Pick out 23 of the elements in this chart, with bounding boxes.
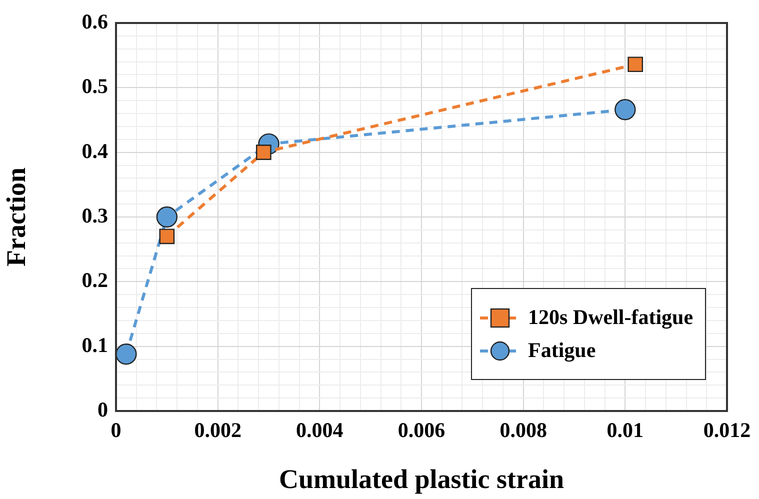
x-tick-label: 0.006 bbox=[398, 418, 446, 442]
legend-label: 120s Dwell-fatigue bbox=[528, 305, 694, 330]
point bbox=[614, 99, 636, 120]
point bbox=[256, 144, 272, 160]
point bbox=[159, 228, 175, 244]
x-axis-title: Cumulated plastic strain bbox=[278, 464, 564, 494]
point bbox=[156, 206, 178, 228]
y-tick-label: 0.1 bbox=[82, 332, 108, 357]
y-tick-label: 0 bbox=[98, 397, 108, 422]
y-tick-label: 0.5 bbox=[82, 74, 108, 98]
legend-label: Fatigue bbox=[528, 338, 596, 363]
point bbox=[116, 343, 137, 365]
y-axis-title: Fraction bbox=[1, 168, 32, 266]
y-tick-label: 0.3 bbox=[82, 203, 108, 228]
y-tick-label: 0.2 bbox=[82, 268, 108, 292]
x-tick-label: 0.004 bbox=[296, 418, 344, 442]
x-tick-label: 0.01 bbox=[606, 418, 644, 442]
x-tick-label: 0.012 bbox=[703, 418, 751, 442]
point bbox=[628, 56, 644, 72]
y-tick-label: 0.4 bbox=[82, 138, 108, 163]
x-tick-label: 0.008 bbox=[500, 418, 547, 442]
y-tick-label: 0.6 bbox=[82, 9, 108, 34]
x-tick-label: 0.002 bbox=[194, 418, 242, 442]
